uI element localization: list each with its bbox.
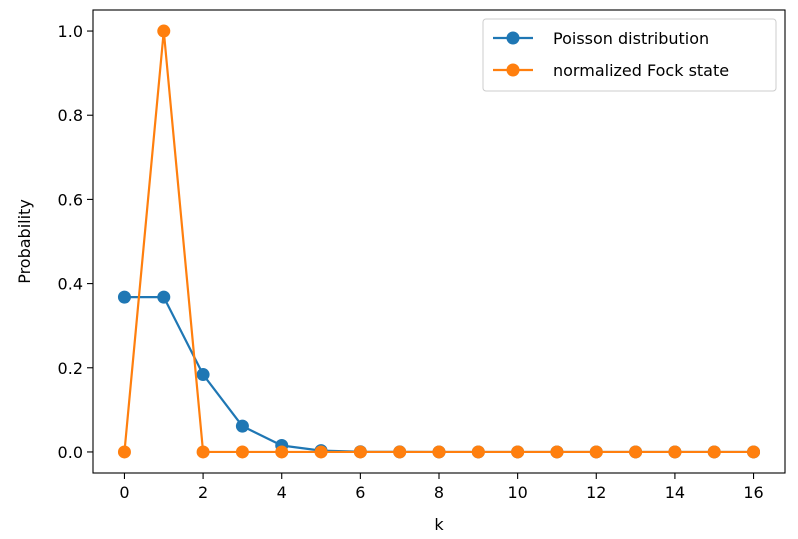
data-point-series-1 — [157, 24, 171, 38]
x-tick-label: 2 — [198, 483, 208, 502]
x-tick-label: 8 — [434, 483, 444, 502]
data-point-series-1 — [550, 445, 564, 459]
x-tick-label: 16 — [743, 483, 763, 502]
data-point-series-1 — [668, 445, 682, 459]
y-tick-label: 1.0 — [58, 22, 83, 41]
y-tick-label: 0.0 — [58, 443, 83, 462]
y-tick-label: 0.6 — [58, 190, 83, 209]
plot-area — [117, 24, 761, 459]
legend-label-1: normalized Fock state — [553, 61, 729, 80]
x-tick-label: 0 — [119, 483, 129, 502]
data-point-series-1 — [353, 445, 367, 459]
x-tick-label: 12 — [586, 483, 606, 502]
data-point-series-1 — [275, 445, 289, 459]
legend: Poisson distribution normalized Fock stat… — [482, 18, 777, 92]
data-point-series-1 — [393, 445, 407, 459]
data-point-series-1 — [707, 445, 721, 459]
y-tick-label: 0.8 — [58, 106, 83, 125]
data-point-series-1 — [589, 445, 603, 459]
x-tick-label: 6 — [355, 483, 365, 502]
axes: 0 2 4 6 8 10 12 14 16 0.0 0.2 0.4 0.6 0.8 1.0 — [58, 9, 786, 502]
data-point-series-0 — [157, 290, 171, 304]
y-axis-label: Probability — [15, 199, 34, 284]
legend-marker-0 — [506, 31, 520, 45]
data-point-series-0 — [235, 419, 249, 433]
data-point-series-1 — [117, 445, 131, 459]
data-point-series-1 — [235, 445, 249, 459]
x-tick-label: 4 — [277, 483, 287, 502]
data-point-series-1 — [511, 445, 525, 459]
data-point-series-0 — [117, 290, 131, 304]
data-point-series-1 — [471, 445, 485, 459]
legend-box — [482, 18, 777, 92]
x-tick-label: 10 — [507, 483, 527, 502]
data-point-series-1 — [314, 445, 328, 459]
data-point-series-1 — [196, 445, 210, 459]
data-point-series-1 — [747, 445, 761, 459]
legend-label-0: Poisson distribution — [553, 29, 709, 48]
legend-marker-1 — [506, 63, 520, 77]
data-point-series-0 — [196, 368, 210, 382]
data-point-series-1 — [432, 445, 446, 459]
x-tick-label: 14 — [665, 483, 685, 502]
y-tick-label: 0.2 — [58, 359, 83, 378]
y-tick-label: 0.4 — [58, 275, 83, 294]
x-axis-label: k — [434, 515, 444, 534]
data-point-series-1 — [629, 445, 643, 459]
